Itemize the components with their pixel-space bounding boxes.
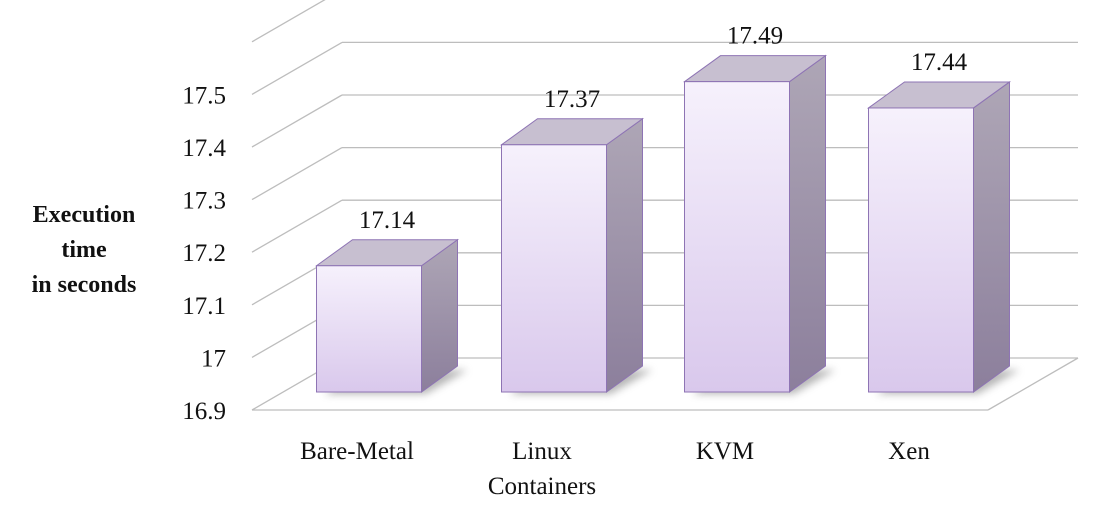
y-tick-label: 17.2 <box>182 240 226 267</box>
gridline-diagonal <box>251 199 343 253</box>
y-axis-title: Execution time in seconds <box>32 202 137 298</box>
bar <box>684 81 790 393</box>
bars <box>314 54 1012 393</box>
bar <box>316 265 422 393</box>
category-labels: Bare-Metal Linux Containers KVM Xen <box>300 438 930 500</box>
y-axis-title-line-2: time <box>61 237 107 263</box>
category-label: KVM <box>696 438 754 465</box>
bar <box>868 107 974 393</box>
data-label: 17.44 <box>911 49 968 76</box>
data-label: 17.49 <box>727 23 783 50</box>
data-labels: 17.14 17.37 17.49 17.44 <box>359 23 968 234</box>
y-tick-label: 17 <box>201 345 226 372</box>
data-label: 17.37 <box>544 86 600 113</box>
category-label: Bare-Metal <box>300 438 414 465</box>
gridline-diagonal <box>251 41 343 95</box>
bar-side <box>606 117 643 393</box>
y-tick-labels: 16.9 17 17.1 17.2 17.3 17.4 17.5 <box>182 82 226 425</box>
category-label: Linux <box>512 438 572 465</box>
bar-side <box>973 80 1010 393</box>
gridline-diagonal <box>251 94 343 148</box>
y-axis-title-line-1: Execution <box>33 202 136 228</box>
y-tick-label: 17.4 <box>182 135 226 162</box>
y-tick-label: 17.5 <box>182 82 226 109</box>
bar-side <box>789 54 826 393</box>
category-label: Xen <box>888 438 930 465</box>
bar-side <box>421 238 458 393</box>
category-label: Containers <box>488 473 596 500</box>
floor-right-edge <box>987 357 1079 411</box>
y-axis-title-line-3: in seconds <box>32 272 137 298</box>
gridline-diagonal <box>251 147 343 201</box>
y-tick-label: 16.9 <box>182 398 226 425</box>
bar <box>501 144 607 393</box>
y-tick-label: 17.3 <box>182 188 226 215</box>
gridline-diagonal <box>251 0 326 43</box>
data-label: 17.14 <box>359 207 416 234</box>
y-tick-label: 17.1 <box>182 293 226 320</box>
